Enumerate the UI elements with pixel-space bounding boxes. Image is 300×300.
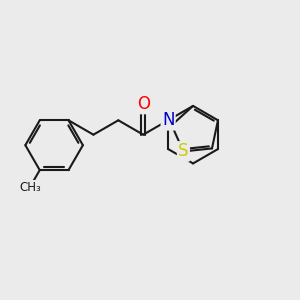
Text: CH₃: CH₃	[19, 181, 41, 194]
Text: S: S	[178, 142, 189, 160]
Text: N: N	[162, 111, 174, 129]
Text: O: O	[137, 95, 150, 113]
